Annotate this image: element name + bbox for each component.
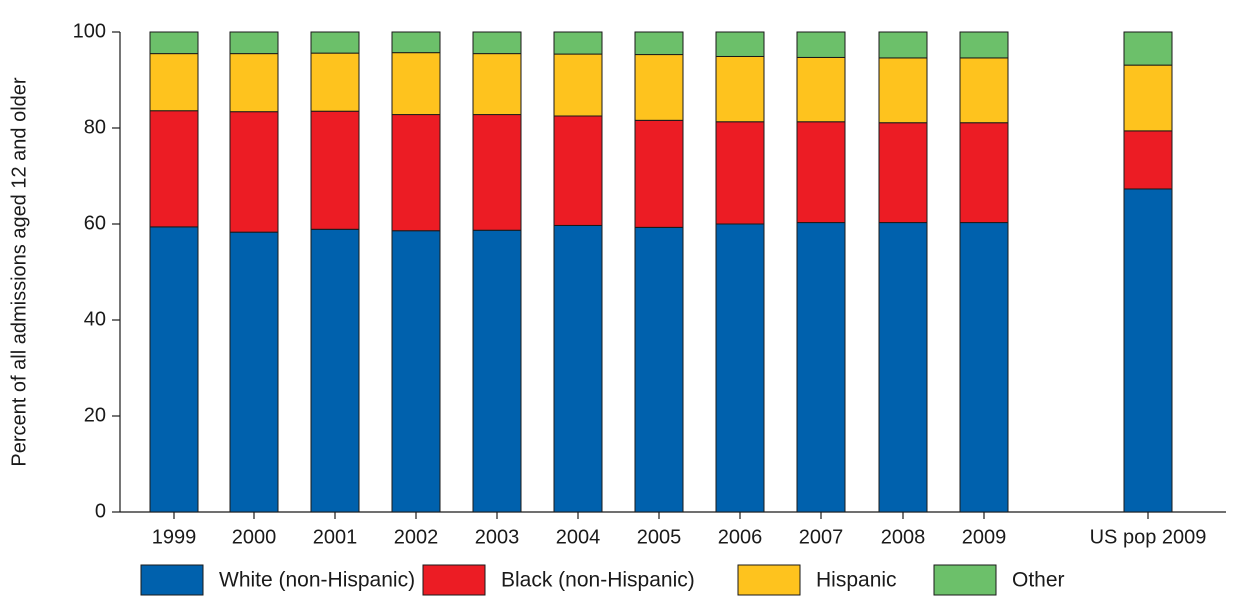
bar-segment-black-non-hispanic-2006	[715, 121, 765, 225]
bar-segment-black-non-hispanic-2001	[310, 110, 360, 230]
bar-segment-other-2008	[878, 31, 928, 59]
y-tick-label: 100	[73, 20, 106, 42]
bar-segment-other-2001	[310, 31, 360, 54]
x-tick-label: 2008	[881, 526, 926, 548]
bar-segment-white-non-hispanic-us-pop-2009	[1123, 188, 1173, 513]
x-tick-label: 2000	[232, 526, 277, 548]
bar-segment-hispanic-2001	[310, 52, 360, 112]
bar-segment-hispanic-1999	[149, 53, 199, 112]
x-tick-label: US pop 2009	[1090, 526, 1207, 548]
x-tick-label: 2009	[962, 526, 1007, 548]
bar-segment-black-non-hispanic-2004	[553, 115, 603, 226]
bar-segment-black-non-hispanic-2003	[472, 114, 522, 231]
x-tick-labels: 1999 2000 2001 2002 2003 2004 2005 2006 2007 2008…	[152, 526, 1207, 548]
bar-segment-white-non-hispanic-1999	[149, 226, 199, 513]
legend: White (non-Hispanic) Black (non-Hispanic)…	[140, 564, 1065, 596]
legend-item: Other	[933, 564, 1065, 596]
y-tick-label: 60	[84, 212, 106, 234]
legend-swatch	[140, 564, 204, 596]
y-tick-label: 40	[84, 308, 106, 330]
bar-segment-white-non-hispanic-2004	[553, 224, 603, 513]
bar-segment-other-2007	[796, 31, 846, 58]
bar-segment-white-non-hispanic-2006	[715, 223, 765, 513]
y-tick-labels: 0 20 40 60 80 100	[73, 20, 106, 522]
x-tick-label: 1999	[152, 526, 197, 548]
legend-swatch	[933, 564, 997, 596]
bar-segment-black-non-hispanic-2005	[634, 119, 684, 228]
legend-swatch	[422, 564, 486, 596]
x-tick-label: 2004	[556, 526, 601, 548]
bar-segment-black-non-hispanic-2002	[391, 114, 441, 232]
bar-segment-black-non-hispanic-2009	[959, 122, 1009, 224]
bar-segment-hispanic-us-pop-2009	[1123, 64, 1173, 132]
y-tick-label: 0	[95, 500, 106, 522]
bar-segment-hispanic-2003	[472, 53, 522, 116]
bar-segment-white-non-hispanic-2001	[310, 228, 360, 513]
bar-segment-white-non-hispanic-2005	[634, 226, 684, 513]
bar-segment-other-2002	[391, 31, 441, 54]
x-tick-label: 2002	[394, 526, 439, 548]
bar-segment-other-2004	[553, 31, 603, 55]
bar-segment-hispanic-2000	[229, 53, 279, 113]
bar-segment-white-non-hispanic-2003	[472, 229, 522, 513]
bar-segment-white-non-hispanic-2000	[229, 231, 279, 513]
bar-segment-hispanic-2009	[959, 57, 1009, 124]
bar-segment-other-us-pop-2009	[1123, 31, 1173, 66]
legend-item: Hispanic	[737, 564, 897, 596]
bar-segment-black-non-hispanic-1999	[149, 110, 199, 228]
y-tick-label: 80	[84, 116, 106, 138]
x-tick-label: 2003	[475, 526, 520, 548]
bar-segment-white-non-hispanic-2009	[959, 222, 1009, 513]
bar-segment-other-2003	[472, 31, 522, 55]
bar-segment-black-non-hispanic-us-pop-2009	[1123, 130, 1173, 190]
bar-segment-other-1999	[149, 31, 199, 55]
bar-segment-hispanic-2008	[878, 57, 928, 124]
bar-segment-hispanic-2006	[715, 55, 765, 123]
x-tick-label: 2006	[718, 526, 763, 548]
legend-item: White (non-Hispanic)	[140, 564, 415, 596]
bar-segment-black-non-hispanic-2008	[878, 122, 928, 224]
bar-segment-hispanic-2002	[391, 52, 441, 116]
legend-label: Black (non-Hispanic)	[501, 569, 695, 592]
legend-swatch	[737, 564, 801, 596]
legend-label: Hispanic	[816, 569, 897, 592]
bar-segment-other-2000	[229, 31, 279, 55]
y-tick-label: 20	[84, 404, 106, 426]
bar-segment-white-non-hispanic-2007	[796, 222, 846, 513]
bar-segment-white-non-hispanic-2008	[878, 222, 928, 513]
bar-segment-other-2006	[715, 31, 765, 57]
x-tick-label: 2001	[313, 526, 358, 548]
y-axis-title: Percent of all admissions aged 12 and ol…	[8, 77, 30, 466]
bar-segment-hispanic-2005	[634, 54, 684, 121]
legend-label: White (non-Hispanic)	[219, 569, 415, 592]
bar-segment-white-non-hispanic-2002	[391, 230, 441, 513]
bar-segment-other-2005	[634, 31, 684, 56]
x-tick-label: 2007	[799, 526, 844, 548]
bars	[149, 31, 1173, 513]
bar-segment-black-non-hispanic-2000	[229, 111, 279, 233]
legend-item: Black (non-Hispanic)	[422, 564, 695, 596]
legend-label: Other	[1012, 569, 1065, 592]
bar-segment-hispanic-2007	[796, 56, 846, 123]
bar-segment-black-non-hispanic-2007	[796, 121, 846, 224]
bar-segment-hispanic-2004	[553, 53, 603, 117]
x-tick-label: 2005	[637, 526, 682, 548]
bar-segment-other-2009	[959, 31, 1009, 59]
